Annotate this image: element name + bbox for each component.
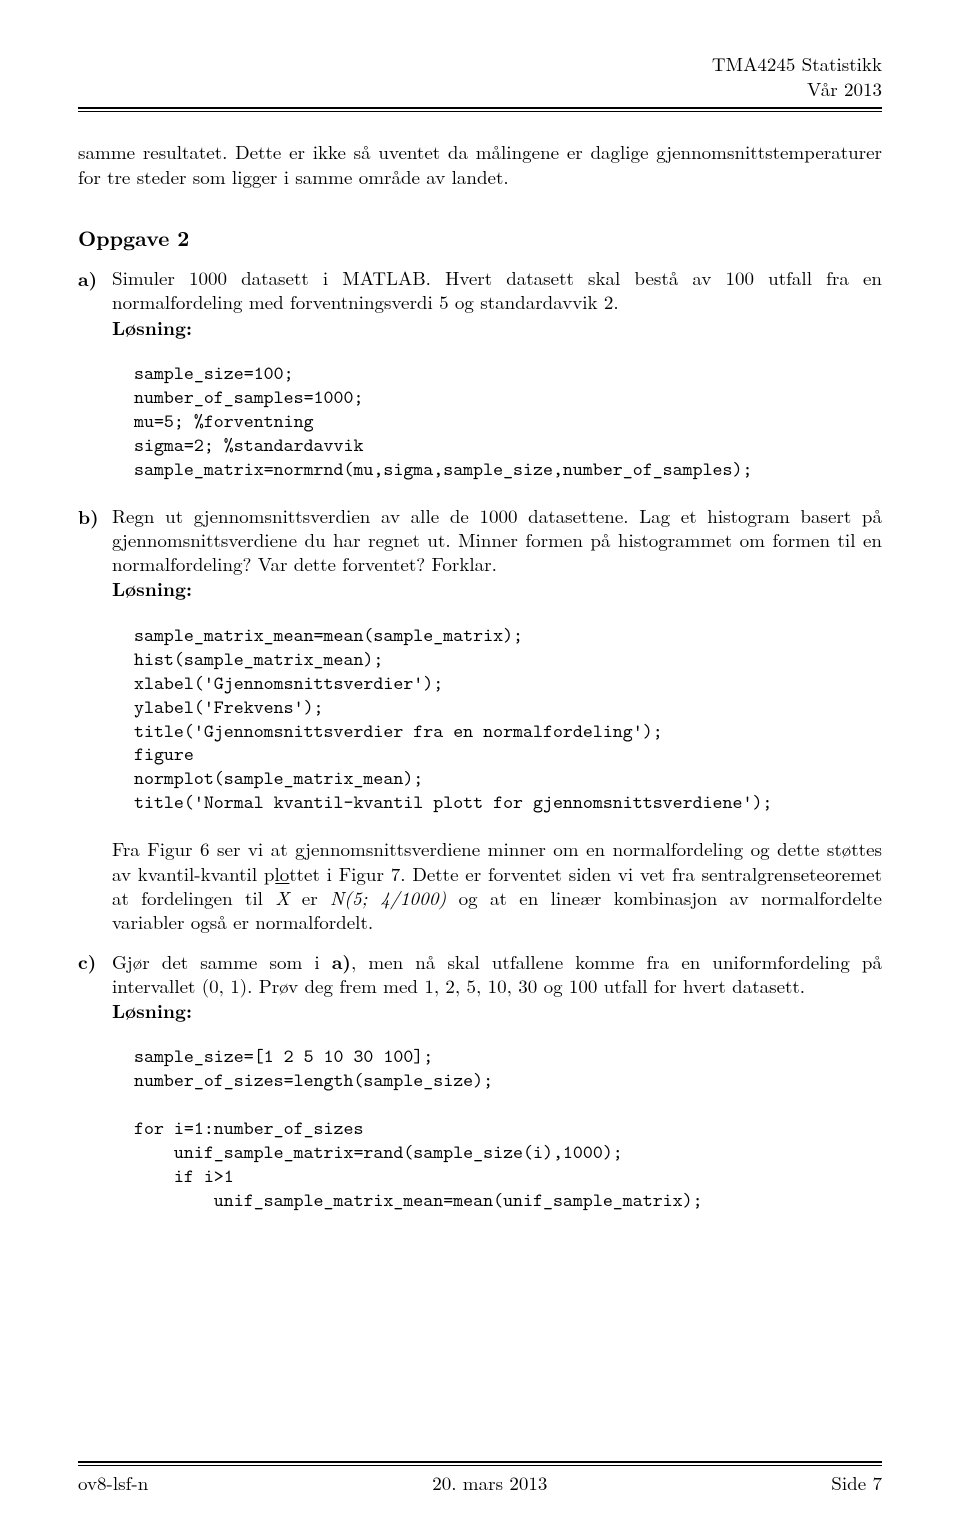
subitem-c-bold-a: a) <box>332 947 351 975</box>
subitem-b: b) Regn ut gjennomsnittsverdien av alle … <box>78 504 882 602</box>
subitem-c-label: c) <box>78 949 112 1024</box>
subitem-a-label: a) <box>78 266 112 340</box>
course-code: TMA4245 Statistikk <box>78 52 882 77</box>
subitem-b-text: Regn ut gjennomsnittsverdien av alle de … <box>112 502 882 578</box>
subitem-b-explanation: Fra Figur 6 ser vi at gjennomsnittsverdi… <box>112 837 882 934</box>
subitem-c-text-before: Gjør det samme som i <box>112 948 332 975</box>
footer-left: ov8-lsf-n <box>78 1469 148 1496</box>
footer-center: 20. mars 2013 <box>432 1469 547 1496</box>
footer-rule <box>78 1461 882 1466</box>
page-header: TMA4245 Statistikk Vår 2013 <box>78 52 882 101</box>
code-block-a: sample_size=100; number_of_samples=1000;… <box>134 362 882 482</box>
code-block-c: sample_size=[1 2 5 10 30 100]; number_of… <box>134 1045 882 1213</box>
b-math-N: N(5; 4/1000) <box>330 884 446 911</box>
term: Vår 2013 <box>78 77 882 102</box>
subitem-a-body: Simuler 1000 datasett i MATLAB. Hvert da… <box>112 266 882 340</box>
b-para-mid1: er <box>289 884 330 911</box>
footer-right: Side 7 <box>831 1469 882 1496</box>
page: TMA4245 Statistikk Vår 2013 samme result… <box>0 0 960 1536</box>
subitem-c-body: Gjør det samme som i a), men nå skal utf… <box>112 949 882 1024</box>
subitem-a-text: Simuler 1000 datasett i MATLAB. Hvert da… <box>112 264 882 315</box>
intro-paragraph: samme resultatet. Dette er ikke så uvent… <box>78 140 882 189</box>
subitem-c: c) Gjør det samme som i a), men nå skal … <box>78 949 882 1024</box>
subitem-c-losning: Løsning: <box>112 996 192 1024</box>
subitem-a: a) Simuler 1000 datasett i MATLAB. Hvert… <box>78 266 882 340</box>
content: samme resultatet. Dette er ikke så uvent… <box>78 112 882 1213</box>
subitems: a) Simuler 1000 datasett i MATLAB. Hvert… <box>78 266 882 1213</box>
b-math-xbar: X <box>275 884 289 911</box>
page-footer: ov8-lsf-n 20. mars 2013 Side 7 <box>78 1469 882 1496</box>
subitem-a-losning: Løsning: <box>112 313 192 341</box>
code-block-b: sample_matrix_mean=mean(sample_matrix); … <box>134 624 882 816</box>
subitem-b-label: b) <box>78 504 112 602</box>
subitem-b-body: Regn ut gjennomsnittsverdien av alle de … <box>112 504 882 602</box>
oppgave-title: Oppgave 2 <box>78 225 882 252</box>
subitem-b-losning: Løsning: <box>112 574 192 602</box>
